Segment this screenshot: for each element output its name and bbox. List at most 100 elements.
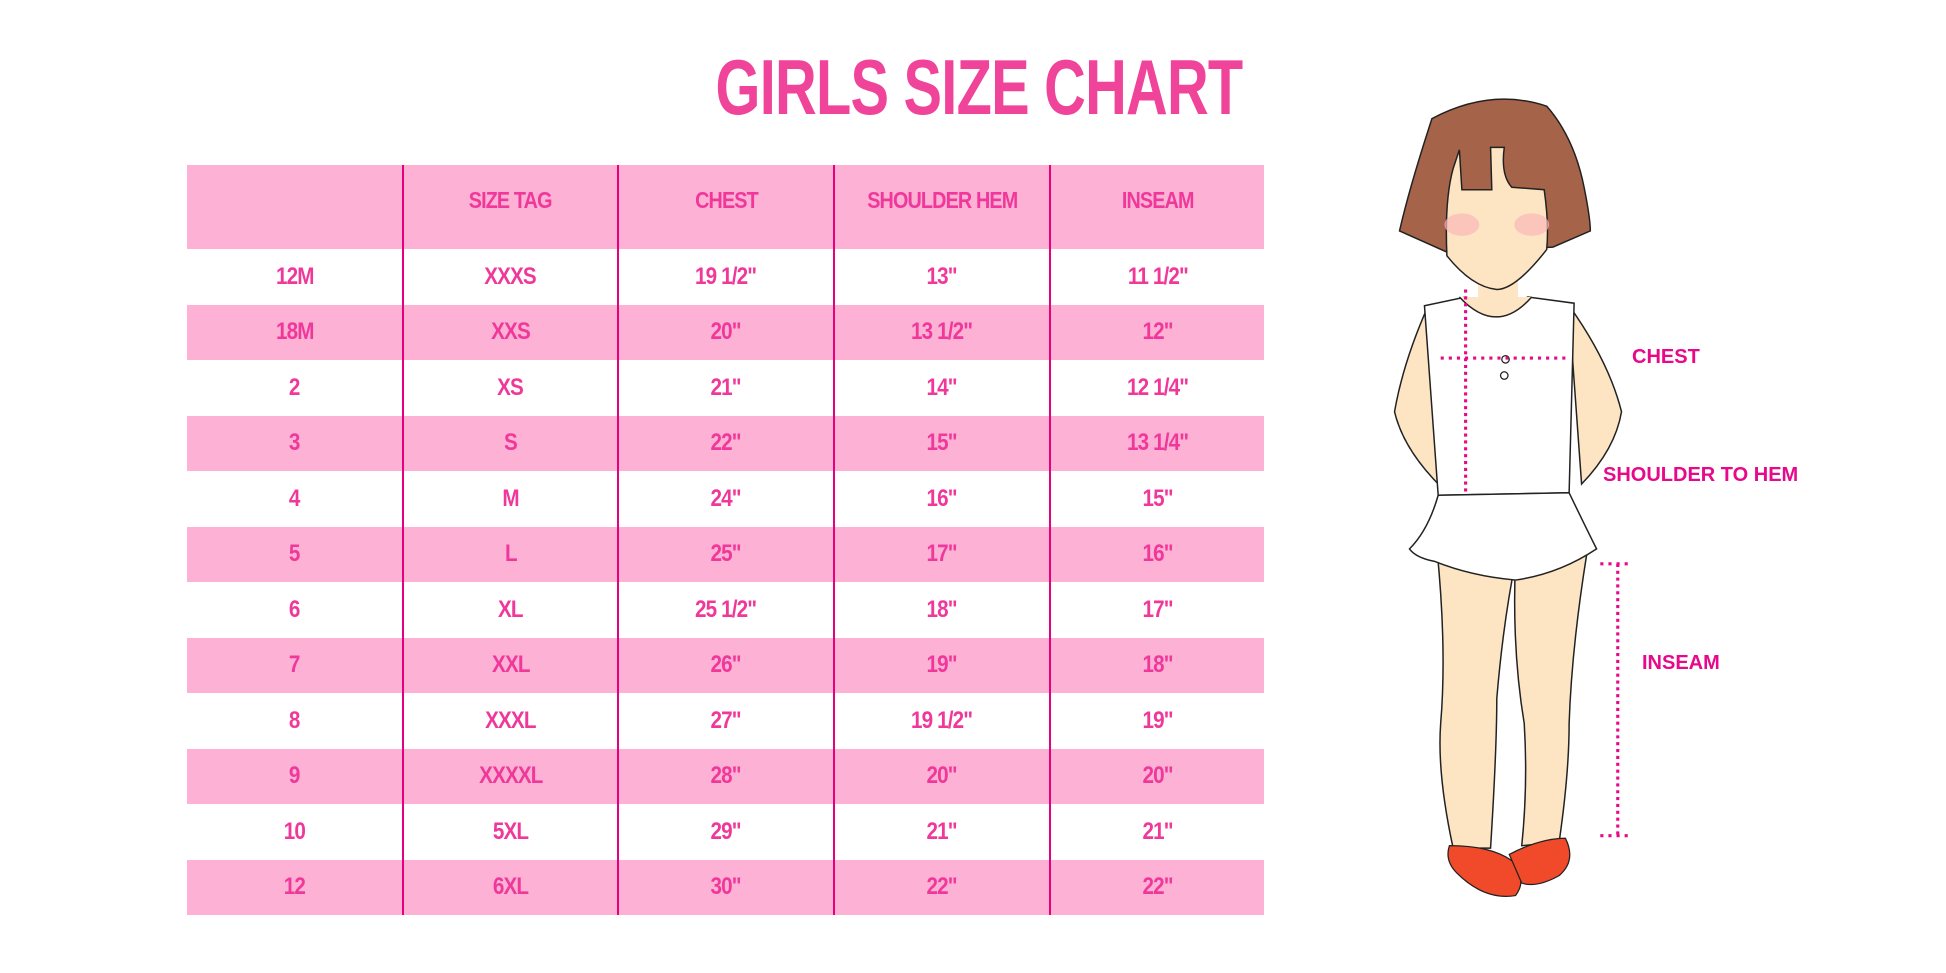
cell-shoulder-hem-text: 13": [926, 262, 958, 290]
cell-shoulder-hem-text: 15": [926, 429, 958, 457]
cell-chest: 25 1/2": [617, 582, 833, 638]
cell-shoulder-hem-text: 22": [926, 873, 958, 901]
cell-size-tag: XXS: [402, 304, 617, 360]
cell-chest-text: 29": [710, 817, 742, 845]
cell-chest: 27": [617, 693, 833, 749]
cell-size-tag: M: [402, 471, 617, 527]
header-chest: CHEST: [617, 165, 833, 249]
cell-size-tag-text: 5XL: [492, 817, 529, 845]
cell-size-text: 12M: [275, 262, 314, 290]
face: [1445, 146, 1549, 291]
cell-inseam-text: 12": [1142, 318, 1173, 346]
cell-shoulder-hem: 15": [833, 415, 1049, 471]
cell-shoulder-hem-text: 17": [926, 540, 958, 568]
table-row: 4 M 24" 16" 15": [187, 471, 1264, 527]
header-shoulder-hem: SHOULDER HEM: [833, 165, 1049, 249]
cell-size: 6: [187, 582, 402, 638]
cell-size-text: 4: [289, 484, 301, 512]
cell-shoulder-hem: 16": [833, 471, 1049, 527]
cell-chest: 21": [617, 360, 833, 416]
cell-shoulder-hem: 20": [833, 748, 1049, 804]
cell-shoulder-hem: 21": [833, 804, 1049, 860]
cell-inseam-text: 11 1/2": [1127, 262, 1188, 290]
cell-size-tag-text: M: [502, 484, 519, 512]
cell-shoulder-hem: 18": [833, 582, 1049, 638]
size-chart-table: SIZE TAG CHEST SHOULDER HEM INSEAM 12M XXXS 19…: [187, 165, 1264, 915]
table-row: 12 6XL 30" 22" 22": [187, 859, 1264, 916]
left-shoe: [1447, 845, 1522, 897]
cell-chest: 20": [617, 304, 833, 360]
cell-chest-text: 30": [710, 873, 742, 901]
cell-size-text: 12: [283, 873, 306, 901]
inseam-label: INSEAM: [1642, 652, 1720, 674]
cell-size: 7: [187, 638, 402, 694]
cell-chest: 28": [617, 748, 833, 804]
cell-inseam: 21": [1049, 804, 1264, 860]
cell-shoulder-hem-text: 20": [926, 762, 958, 790]
cell-size-text: 9: [289, 762, 301, 790]
cell-inseam-text: 17": [1142, 595, 1173, 623]
cell-inseam-text: 19": [1142, 706, 1173, 734]
cell-chest-text: 27": [710, 706, 742, 734]
cell-size-tag: XXXS: [402, 249, 617, 305]
cell-size-tag: XXL: [402, 637, 617, 693]
table-row: 18M XXS 20" 13 1/2" 12": [187, 304, 1264, 360]
cell-size-tag: XXXXL: [402, 748, 617, 804]
cell-size-text: 3: [289, 429, 301, 457]
chest-label: CHEST: [1632, 346, 1700, 368]
cell-shoulder-hem-text: 19": [926, 651, 958, 679]
cell-shoulder-hem: 13 1/2": [833, 304, 1049, 360]
cell-chest: 26": [617, 637, 833, 693]
cell-chest-text: 21": [710, 373, 742, 401]
cell-size-tag-text: XXXXL: [478, 762, 543, 790]
cell-shoulder-hem: 17": [833, 526, 1049, 582]
cell-size-tag: S: [402, 415, 617, 471]
cell-shoulder-hem-text: 18": [926, 595, 958, 623]
cell-inseam: 13 1/4": [1049, 415, 1264, 471]
cell-inseam-text: 22": [1142, 873, 1173, 901]
cell-chest: 24": [617, 471, 833, 527]
cell-inseam: 18": [1049, 637, 1264, 693]
cell-size: 12: [187, 860, 402, 916]
cell-inseam-text: 15": [1142, 484, 1173, 512]
cell-chest: 30": [617, 859, 833, 915]
cell-chest: 22": [617, 415, 833, 471]
cell-size: 4: [187, 471, 402, 527]
right-leg: [1513, 554, 1588, 847]
cell-size-tag-text: XXXL: [485, 706, 536, 734]
cell-chest-text: 19 1/2": [695, 262, 757, 290]
cell-size-tag-text: XXXS: [484, 262, 537, 290]
cell-size-tag: L: [402, 526, 617, 582]
cell-size-tag-text: L: [504, 540, 518, 568]
table-row: 2 XS 21" 14" 12 1/4": [187, 360, 1264, 416]
shoulder-to-hem-label: SHOULDER TO HEM: [1603, 464, 1799, 486]
cell-size-text: 7: [289, 651, 301, 679]
cell-inseam-text: 16": [1142, 540, 1173, 568]
cell-size-text: 10: [283, 817, 306, 845]
cell-shoulder-hem: 19": [833, 637, 1049, 693]
cell-chest-text: 28": [710, 762, 742, 790]
left-leg: [1436, 547, 1517, 849]
cell-size-tag-text: XS: [497, 373, 525, 401]
cell-shoulder-hem-text: 14": [926, 373, 958, 401]
cell-inseam: 19": [1049, 693, 1264, 749]
girl-illustration-svg: [1393, 98, 1628, 897]
cell-size: 5: [187, 527, 402, 583]
cell-size-text: 2: [289, 373, 301, 401]
cell-shoulder-hem: 19 1/2": [833, 693, 1049, 749]
cell-size-tag: XXXL: [402, 693, 617, 749]
cell-inseam: 20": [1049, 748, 1264, 804]
shirt: [1423, 296, 1575, 497]
cell-inseam: 15": [1049, 471, 1264, 527]
table-row: 3 S 22" 15" 13 1/4": [187, 415, 1264, 471]
cell-size-text: 6: [289, 595, 301, 623]
cell-chest-text: 22": [710, 429, 742, 457]
header-inseam-text: INSEAM: [1121, 187, 1195, 213]
girl-measurement-illustration: [1372, 75, 1871, 923]
header-inseam: INSEAM: [1049, 165, 1264, 249]
cell-size-tag-text: XL: [498, 595, 524, 623]
cell-size-text: 18M: [275, 318, 314, 346]
skirt: [1408, 492, 1598, 581]
cell-size: 8: [187, 693, 402, 749]
cell-shoulder-hem-text: 13 1/2": [911, 318, 973, 346]
